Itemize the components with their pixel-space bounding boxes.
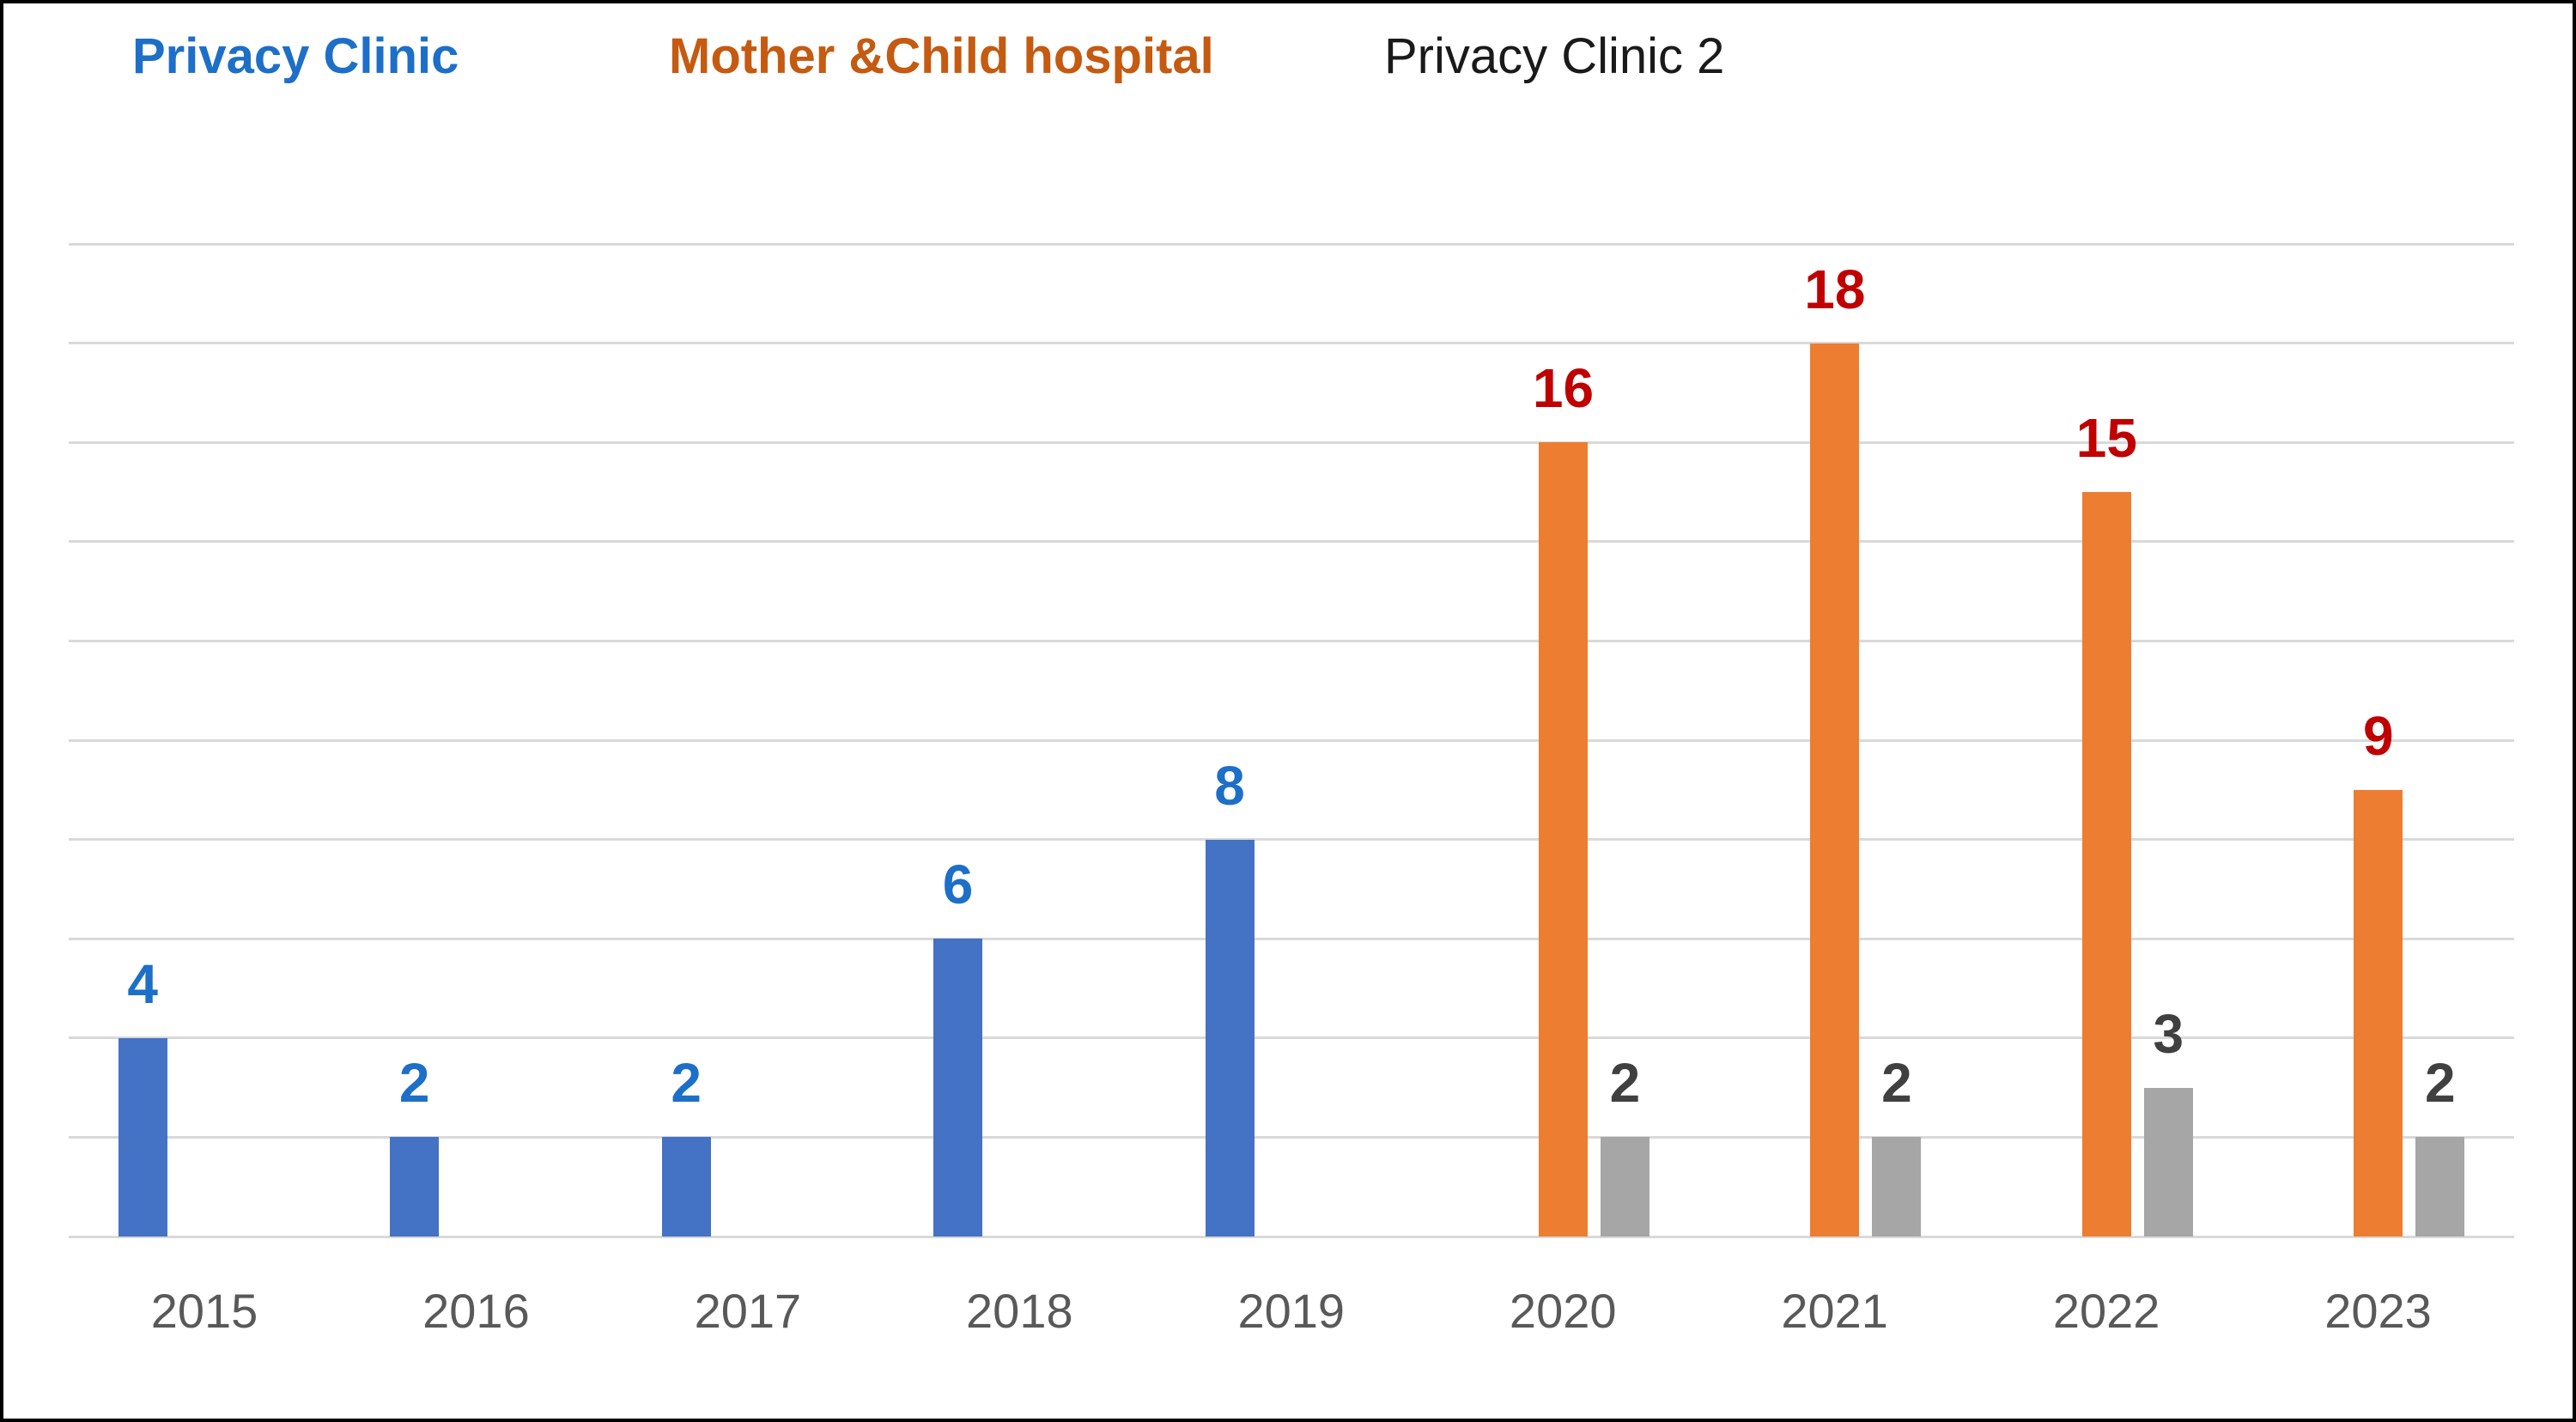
x-axis-label-2022: 2022 — [2052, 1284, 2160, 1338]
x-axis-label-2019: 2019 — [1237, 1284, 1346, 1338]
bar-mother-child-hospital-2021 — [1810, 343, 1860, 1237]
bar-value-label-privacy-clinic-2-2020: 2 — [1609, 1052, 1641, 1115]
gridline-y18 — [69, 342, 2514, 345]
gridline-y14 — [69, 540, 2514, 544]
bar-mother-child-hospital-2023 — [2354, 789, 2403, 1237]
x-axis-line — [69, 1235, 2514, 1238]
bar-privacy-clinic-2016 — [390, 1137, 440, 1237]
bar-value-label-privacy-clinic-2-2023: 2 — [2424, 1052, 2456, 1115]
bar-chart: Privacy Clinic Mother &Child hospital Pr… — [3, 3, 2573, 1419]
bar-value-label-privacy-clinic-2018: 6 — [942, 854, 974, 916]
bar-privacy-clinic-2-2022 — [2143, 1087, 2193, 1237]
x-axis-label-2016: 2016 — [422, 1284, 530, 1338]
bar-mother-child-hospital-2022 — [2081, 492, 2131, 1237]
bar-privacy-clinic-2-2023 — [2415, 1137, 2465, 1237]
legend-item-mother-child-hospital: Mother &Child hospital — [669, 28, 1214, 84]
gridline-y12 — [69, 639, 2514, 642]
gridline-y2 — [69, 1135, 2514, 1139]
legend-item-privacy-clinic: Privacy Clinic — [132, 28, 459, 84]
bar-value-label-privacy-clinic-2015: 4 — [127, 952, 159, 1015]
bar-privacy-clinic-2015 — [118, 1037, 167, 1237]
legend-item-privacy-clinic-2: Privacy Clinic 2 — [1384, 28, 1725, 84]
bar-value-label-mother-child-hospital-2022: 15 — [2075, 407, 2137, 469]
gridline-y20 — [69, 242, 2514, 246]
bar-privacy-clinic-2-2021 — [1872, 1137, 1922, 1237]
x-axis-label-2023: 2023 — [2324, 1284, 2432, 1338]
x-axis-label-2018: 2018 — [966, 1284, 1073, 1338]
bar-privacy-clinic-2019 — [1205, 839, 1255, 1237]
bar-privacy-clinic-2-2020 — [1600, 1137, 1649, 1237]
gridline-y6 — [69, 937, 2514, 940]
bar-value-label-mother-child-hospital-2020: 16 — [1532, 357, 1595, 420]
bar-value-label-privacy-clinic-2-2021: 2 — [1881, 1052, 1912, 1115]
x-axis-label-2015: 2015 — [150, 1284, 258, 1338]
gridline-y8 — [69, 838, 2514, 842]
bar-value-label-privacy-clinic-2-2022: 3 — [2153, 1002, 2184, 1065]
x-axis-label-2020: 2020 — [1509, 1284, 1617, 1338]
bar-value-label-mother-child-hospital-2021: 18 — [1804, 258, 1866, 320]
bar-value-label-privacy-clinic-2016: 2 — [398, 1052, 430, 1115]
bar-value-label-privacy-clinic-2019: 8 — [1214, 754, 1245, 817]
x-axis-label-2021: 2021 — [1781, 1284, 1888, 1338]
gridline-y16 — [69, 441, 2514, 444]
bar-privacy-clinic-2018 — [933, 939, 983, 1237]
bar-value-label-privacy-clinic-2017: 2 — [671, 1052, 702, 1115]
gridline-y10 — [69, 738, 2514, 742]
bar-value-label-mother-child-hospital-2023: 9 — [2362, 704, 2394, 767]
bar-privacy-clinic-2017 — [661, 1137, 711, 1237]
gridline-y4 — [69, 1036, 2514, 1040]
x-axis-label-2017: 2017 — [694, 1284, 802, 1338]
bar-mother-child-hospital-2020 — [1538, 442, 1588, 1237]
